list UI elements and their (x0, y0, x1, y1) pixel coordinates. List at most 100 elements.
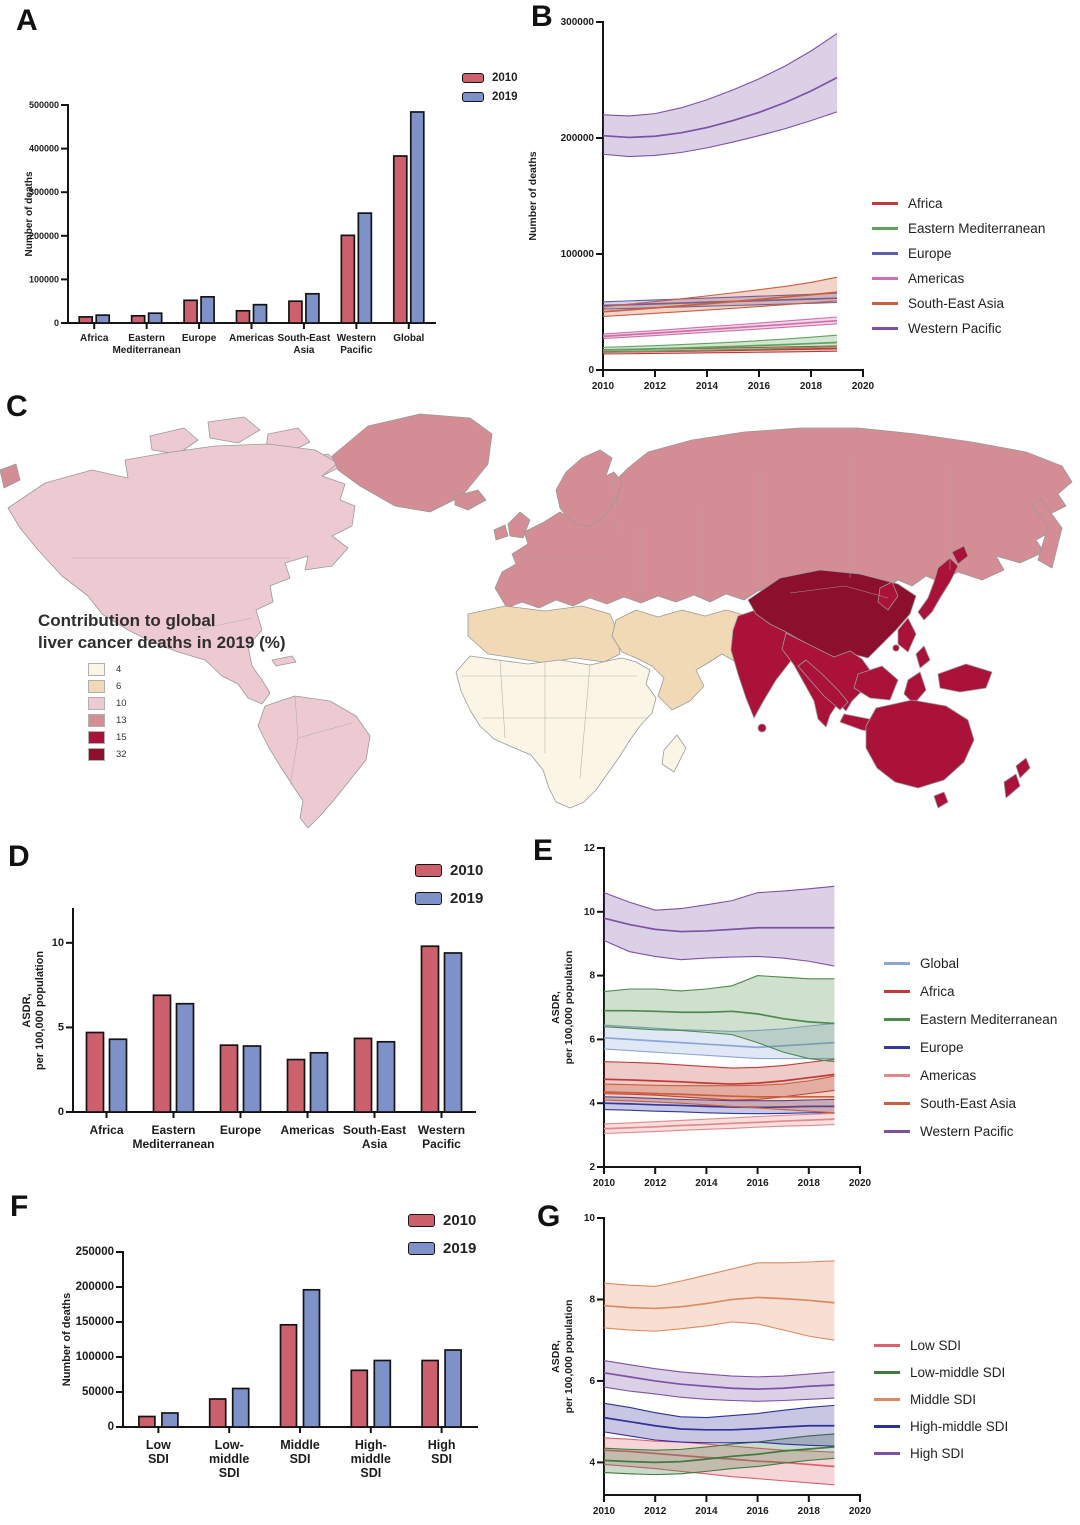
legend-label: Low SDI (910, 1338, 962, 1353)
legend-label: Europe (920, 1040, 964, 1055)
band-chart-asdr-trend-by-region: 2 4 6 8 10 12 2010 2012 2014 2016 2018 2020 ASDR, per… (550, 843, 872, 1189)
legend-swatch-line (874, 1451, 900, 1456)
legend-label: Western Pacific (908, 321, 1002, 336)
legend-item-2019: 2019 (408, 1240, 476, 1257)
map-region-taiwan (892, 644, 900, 652)
svg-text:SDI: SDI (360, 1466, 381, 1480)
svg-text:2014: 2014 (695, 1178, 718, 1189)
legend-swatch-line (884, 1101, 910, 1106)
map-legend-item-10: 10 (88, 697, 286, 711)
panel-label-b: B (531, 0, 553, 33)
svg-text:South-East: South-East (278, 333, 331, 344)
svg-text:High: High (428, 1438, 456, 1452)
svg-text:100000: 100000 (29, 274, 59, 284)
legend-label: Eastern Mediterranean (920, 1012, 1058, 1027)
legend-swatch-line (872, 276, 898, 281)
svg-text:Eastern: Eastern (128, 333, 165, 344)
panel-label-a: A (16, 4, 38, 37)
map-region-greenland (331, 413, 493, 513)
legend-panel-d: 2010 2019 (415, 862, 483, 918)
map-legend-swatch (88, 663, 105, 677)
svg-text:2016: 2016 (746, 1506, 769, 1517)
map-region-iceland (454, 489, 487, 511)
legend-label: 2019 (450, 890, 484, 907)
map-region-middle-east (611, 609, 753, 711)
svg-text:250000: 250000 (76, 1246, 114, 1258)
svg-text:100000: 100000 (561, 249, 595, 260)
map-region-sri-lanka (757, 723, 767, 733)
svg-text:2018: 2018 (800, 381, 823, 392)
svg-text:Low-: Low- (215, 1438, 244, 1452)
svg-text:Western: Western (418, 1123, 465, 1137)
svg-text:ASDR,: ASDR, (550, 1340, 562, 1373)
svg-text:Asia: Asia (362, 1137, 388, 1151)
svg-text:50000: 50000 (82, 1386, 114, 1398)
map-legend-value: 4 (116, 664, 122, 676)
map-region-madagascar (661, 734, 687, 773)
svg-text:200000: 200000 (29, 231, 59, 241)
map-region-hokkaido (951, 545, 969, 565)
legend-item-africa: Africa (884, 984, 1057, 999)
map-region-arctic-island (207, 416, 261, 444)
legend-label: Africa (920, 984, 955, 999)
svg-text:Number of deaths: Number of deaths (61, 1293, 73, 1387)
svg-text:ASDR,: ASDR, (550, 991, 562, 1024)
svg-text:100000: 100000 (76, 1351, 114, 1363)
map-legend-item-6: 6 (88, 680, 286, 694)
legend-label: Low-middle SDI (910, 1365, 1006, 1380)
bar-chart-deaths-by-sdi: 050000100000150000200000250000LowSDILow-… (61, 1246, 478, 1480)
legend-item-high-middle-sdi: High-middle SDI (874, 1419, 1008, 1434)
map-region-new-zealand-north (1015, 757, 1031, 779)
svg-text:2014: 2014 (695, 1506, 718, 1517)
map-region-ireland (493, 524, 509, 541)
svg-text:8: 8 (589, 971, 595, 982)
legend-item-low-sdi: Low SDI (874, 1338, 1008, 1353)
legend-item-europe: Europe (884, 1040, 1057, 1055)
country-borders (72, 458, 951, 787)
map-region-korea (877, 581, 899, 611)
svg-text:Americas: Americas (229, 333, 274, 344)
svg-text:per 100,000 population: per 100,000 population (563, 1300, 575, 1414)
map-legend-value: 32 (116, 749, 127, 761)
map-region-north-africa (467, 605, 621, 664)
legend-item-europe: Europe (872, 246, 1045, 261)
svg-text:8: 8 (589, 1294, 595, 1305)
legend-item-americas: Americas (872, 271, 1045, 286)
legend-item-western-pacific: Western Pacific (872, 321, 1045, 336)
svg-text:2012: 2012 (644, 1178, 667, 1189)
svg-text:2018: 2018 (798, 1506, 821, 1517)
svg-text:Mediterranean: Mediterranean (112, 345, 180, 356)
legend-swatch-bar (408, 1242, 435, 1255)
map-region-sulawesi (903, 671, 927, 705)
svg-text:South-East: South-East (343, 1123, 406, 1137)
legend-panel-a: 2010 2019 (462, 72, 518, 110)
map-region-sumatra (797, 659, 849, 711)
legend-swatch-bar (415, 864, 442, 877)
svg-text:300000: 300000 (561, 17, 595, 28)
map-legend-value: 10 (116, 698, 127, 710)
panel-label-g: G (537, 1200, 561, 1233)
legend-panel-e: Global Africa Eastern Mediterranean Europe A… (884, 956, 1057, 1152)
legend-item-americas: Americas (884, 1068, 1057, 1083)
map-legend-title-line2: liver cancer deaths in 2019 (%) (38, 633, 286, 653)
svg-text:Number of deaths: Number of deaths (24, 171, 35, 256)
svg-text:2020: 2020 (849, 1506, 872, 1517)
map-region-new-zealand-south (1003, 773, 1021, 799)
legend-swatch-line (872, 301, 898, 306)
legend-swatch-bar (462, 73, 484, 83)
band-chart-asdr-trend-by-sdi: 4 6 8 10 2010 2012 2014 2016 2018 2020 ASDR, per 10… (550, 1213, 872, 1517)
svg-text:Europe: Europe (220, 1123, 262, 1137)
svg-text:Pacific: Pacific (422, 1137, 461, 1151)
legend-swatch-line (872, 201, 898, 206)
svg-text:10: 10 (52, 937, 64, 949)
legend-swatch-line (872, 251, 898, 256)
legend-label: Americas (920, 1068, 977, 1083)
legend-swatch-line (872, 326, 898, 331)
svg-text:2014: 2014 (696, 381, 719, 392)
legend-item-2010: 2010 (408, 1212, 476, 1229)
svg-text:10: 10 (584, 907, 596, 918)
legend-swatch-line (884, 1045, 910, 1050)
legend-item-2019: 2019 (462, 91, 518, 103)
legend-label: Western Pacific (920, 1124, 1014, 1139)
